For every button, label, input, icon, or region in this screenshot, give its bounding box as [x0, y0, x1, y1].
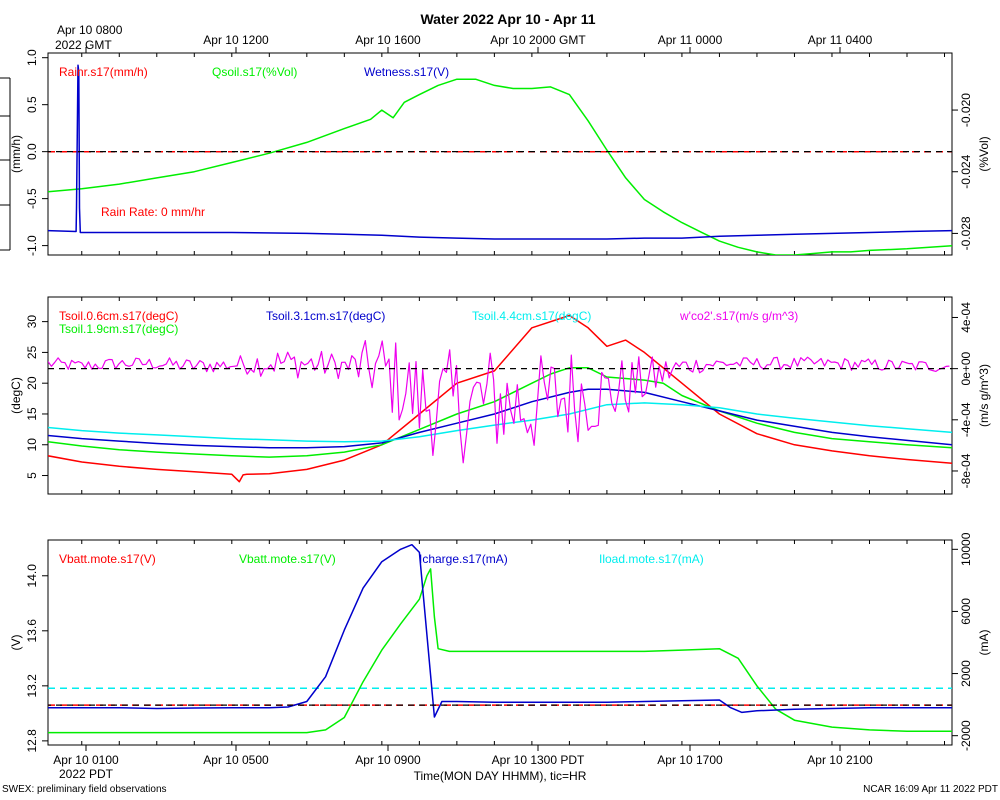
left-axis-tick-label: 13.2	[25, 674, 39, 698]
bottom-axis-label-sub: 2022 PDT	[59, 767, 114, 781]
left-axis-label: (degC)	[9, 377, 23, 414]
footer-right: NCAR 16:09 Apr 11 2022 PDT	[863, 784, 998, 795]
right-axis-tick-label: -8e-04	[959, 453, 973, 488]
legend-item: Tsoil.1.9cm.s17(degC)	[59, 322, 178, 336]
left-axis-tick-label: 14.0	[25, 564, 39, 588]
time-ticks	[81, 297, 945, 494]
legend-item: Tsoil.4.4cm.s17(degC)	[472, 309, 591, 323]
time-ticks	[81, 53, 945, 255]
series-group	[48, 314, 952, 483]
right-axis-tick-label: 2000	[959, 660, 973, 687]
left-axis-label: (V)	[9, 635, 23, 651]
top-axis-label: Apr 10 0800	[57, 23, 123, 37]
right-axis-tick-label: 0e+00	[959, 351, 973, 385]
right-axis-tick-label: -4e-04	[959, 402, 973, 437]
left-axis-tick-label: 15	[25, 407, 39, 421]
top-axis-label: Apr 10 1200	[203, 33, 269, 47]
panel-2: 30 25 20 15 10 5 (degC) 4e-04 0e+00 -4e-04 -8e-04 (…	[9, 296, 991, 495]
bottom-axis-label: Apr 10 0500	[203, 753, 269, 767]
right-axis-tick-label: -0.028	[959, 216, 973, 250]
left-axis-tick-label: 20	[25, 376, 39, 390]
annotation: Rain Rate: 0 mm/hr	[101, 205, 205, 219]
series-line	[48, 340, 950, 464]
right-axis-tick-label: -2000	[959, 720, 973, 751]
legend-item: Icharge.s17(mA)	[419, 552, 508, 566]
top-axis-label: Apr 11 0400	[808, 33, 873, 47]
left-axis-tick-label: -0.5	[25, 188, 39, 209]
legend-item: Tsoil.3.1cm.s17(degC)	[266, 309, 385, 323]
series-group	[48, 64, 952, 255]
left-axis-tick-label: 25	[25, 345, 39, 359]
bottom-axis-label: Apr 10 2100	[807, 753, 873, 767]
top-axis-label: Apr 10 1600	[355, 33, 421, 47]
series-line	[48, 388, 952, 449]
left-axis-tick-label: 13.6	[25, 619, 39, 643]
right-axis-tick-label: 10000	[959, 532, 973, 566]
right-axis-label: (mA)	[977, 630, 991, 656]
right-axis-tick-label: -0.020	[959, 93, 973, 127]
right-axis-label: (m/s g/m^3)	[977, 364, 991, 427]
footer-left: SWEX: preliminary field observations	[2, 784, 167, 795]
series-line	[48, 543, 952, 718]
right-axis-tick-label: -0.024	[959, 154, 973, 188]
bottom-axis-label: Apr 10 0900	[355, 753, 421, 767]
right-axis-tick-label: 6000	[959, 598, 973, 625]
left-axis-tick-label: -1.0	[25, 235, 39, 256]
left-axis-label: (mm/h)	[9, 135, 23, 173]
left-axis-tick-label: 12.8	[25, 729, 39, 753]
panels: 1.0 0.5 0.0 -0.5 -1.0 (mm/h) -0.020 -0.024 -0.02…	[9, 49, 991, 753]
top-axis-label: Apr 10 2000 GMT	[490, 33, 586, 47]
top-axis-label-sub: 2022 GMT	[55, 38, 112, 52]
legend-item: Wetness.s17(V)	[364, 65, 449, 79]
legend-item: Vbatt.mote.s17(V)	[239, 552, 336, 566]
right-axis-tick-label: 4e-04	[959, 302, 973, 333]
bottom-axis-title: Time(MON DAY HHMM), tic=HR	[414, 769, 587, 783]
legend-item: Tsoil.0.6cm.s17(degC)	[59, 309, 178, 323]
plot-frame	[47, 296, 953, 495]
left-axis-tick-label: 1.0	[25, 49, 39, 66]
series-line	[48, 64, 952, 240]
top-axis-label: Apr 11 0000	[658, 33, 723, 47]
time-ticks	[81, 540, 945, 745]
legend-item: Rainr.s17(mm/h)	[59, 65, 148, 79]
legend-item: w'co2'.s17(m/s g/m^3)	[679, 309, 798, 323]
left-axis-tick-label: 5	[25, 472, 39, 479]
series-group	[48, 543, 952, 734]
bottom-axis-label: Apr 10 1700	[657, 753, 723, 767]
bottom-axis-label: Apr 10 0100	[53, 753, 119, 767]
left-axis-tick-label: 0.0	[25, 143, 39, 160]
series-line	[48, 402, 952, 443]
series-line	[48, 78, 952, 255]
legend-item: Vbatt.mote.s17(V)	[59, 552, 156, 566]
left-axis-tick-label: 30	[25, 315, 39, 329]
plot-frame	[47, 52, 953, 256]
left-axis-tick-label: 0.5	[25, 96, 39, 113]
plot-frame	[47, 539, 953, 746]
panel-1: 1.0 0.5 0.0 -0.5 -1.0 (mm/h) -0.020 -0.024 -0.02…	[9, 49, 991, 256]
legend-item: Iload.mote.s17(mA)	[599, 552, 704, 566]
legend-item: Qsoil.s17(%Vol)	[212, 65, 297, 79]
series-line	[48, 367, 952, 458]
panel-3: 14.0 13.6 13.2 12.8 (V) 10000 6000 2000 -2000 (mA…	[9, 532, 991, 752]
figure-title: Water 2022 Apr 10 - Apr 11	[420, 11, 595, 27]
series-line	[48, 568, 952, 734]
right-axis-label: (%Vol)	[977, 136, 991, 171]
left-axis-tick-label: 10	[25, 438, 39, 452]
series-line	[48, 314, 952, 483]
bottom-axis-label: Apr 10 1300 PDT	[492, 753, 585, 767]
